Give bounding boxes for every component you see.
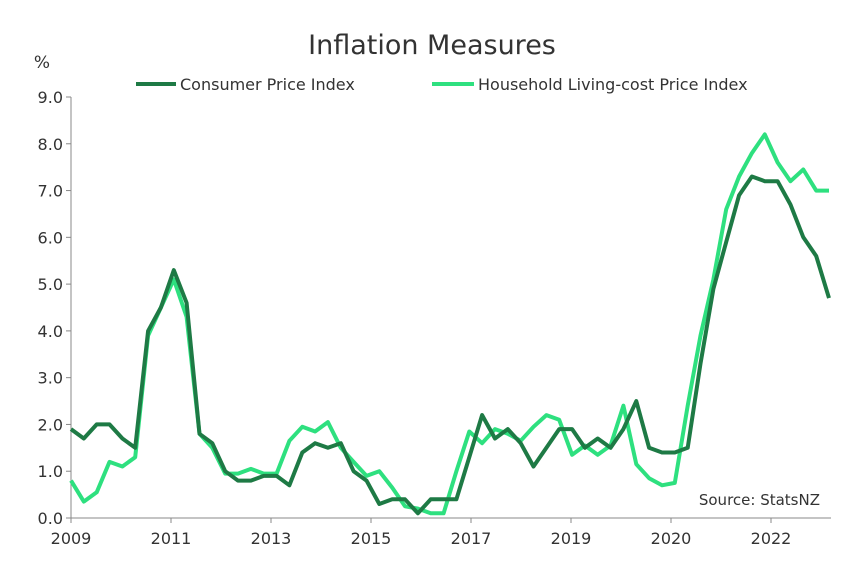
x-tick-label: 2009	[51, 529, 92, 548]
y-tick-label: 1.0	[38, 462, 63, 481]
chart-title: Inflation Measures	[308, 30, 556, 61]
y-tick-label: 4.0	[38, 322, 63, 341]
y-tick-label: 7.0	[38, 182, 63, 201]
y-tick-label: 6.0	[38, 228, 63, 247]
cpi-line	[69, 174, 831, 516]
y-axis: 0.0 1.0 2.0 3.0 4.0 5.0 6.0 7.0 8.0 9.0	[38, 88, 72, 528]
x-tick-label: 2020	[651, 529, 692, 548]
x-tick-label: 2019	[551, 529, 592, 548]
x-tick-label: 2013	[251, 529, 292, 548]
x-axis: 2009 2011 2013 2015 2017 2019 2020 2022	[51, 517, 831, 548]
y-tick-label: 8.0	[38, 135, 63, 154]
x-tick-label: 2017	[451, 529, 492, 548]
source-annotation: Source: StatsNZ	[699, 491, 820, 509]
x-tick-label: 2011	[151, 529, 192, 548]
y-tick-label: 3.0	[38, 369, 63, 388]
y-tick-label: 2.0	[38, 415, 63, 434]
y-tick-label: 0.0	[38, 509, 63, 528]
y-axis-unit: %	[34, 53, 50, 73]
y-tick-label: 5.0	[38, 275, 63, 294]
hlpi-line	[69, 132, 829, 516]
x-tick-label: 2022	[751, 529, 792, 548]
legend-label-hlpi: Household Living-cost Price Index	[478, 75, 748, 94]
legend-label-cpi: Consumer Price Index	[180, 75, 355, 94]
legend: Consumer Price Index Household Living-co…	[136, 75, 748, 94]
series-lines	[69, 132, 831, 516]
y-tick-label: 9.0	[38, 88, 63, 107]
x-tick-label: 2015	[351, 529, 392, 548]
